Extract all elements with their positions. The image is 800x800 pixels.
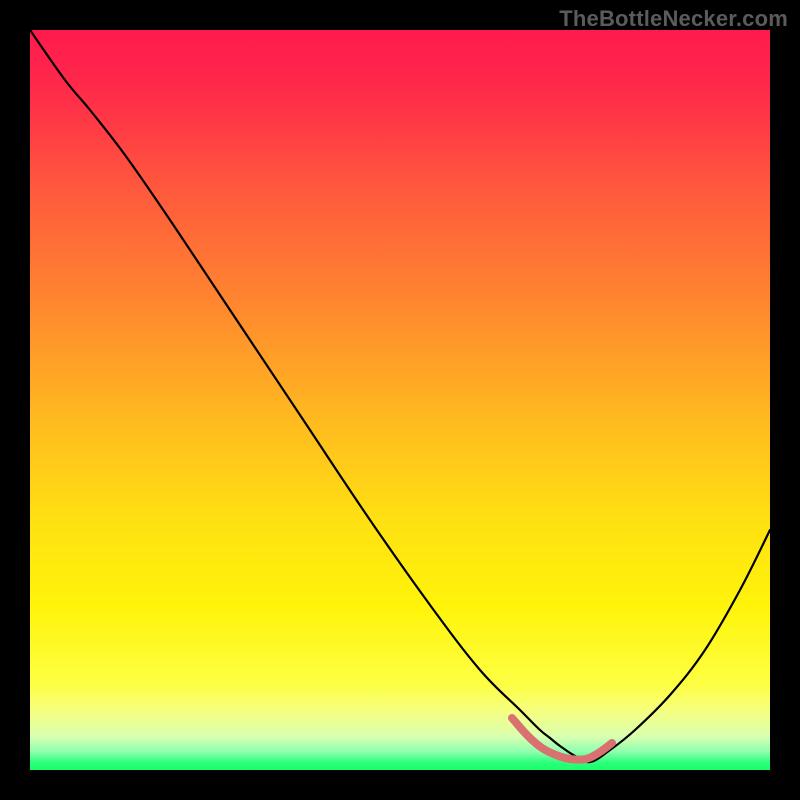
plot-area [30,30,770,770]
gradient-background [30,30,770,770]
watermark-text: TheBottleNecker.com [559,6,788,32]
bottleneck-chart-svg [30,30,770,770]
chart-container: TheBottleNecker.com [0,0,800,800]
